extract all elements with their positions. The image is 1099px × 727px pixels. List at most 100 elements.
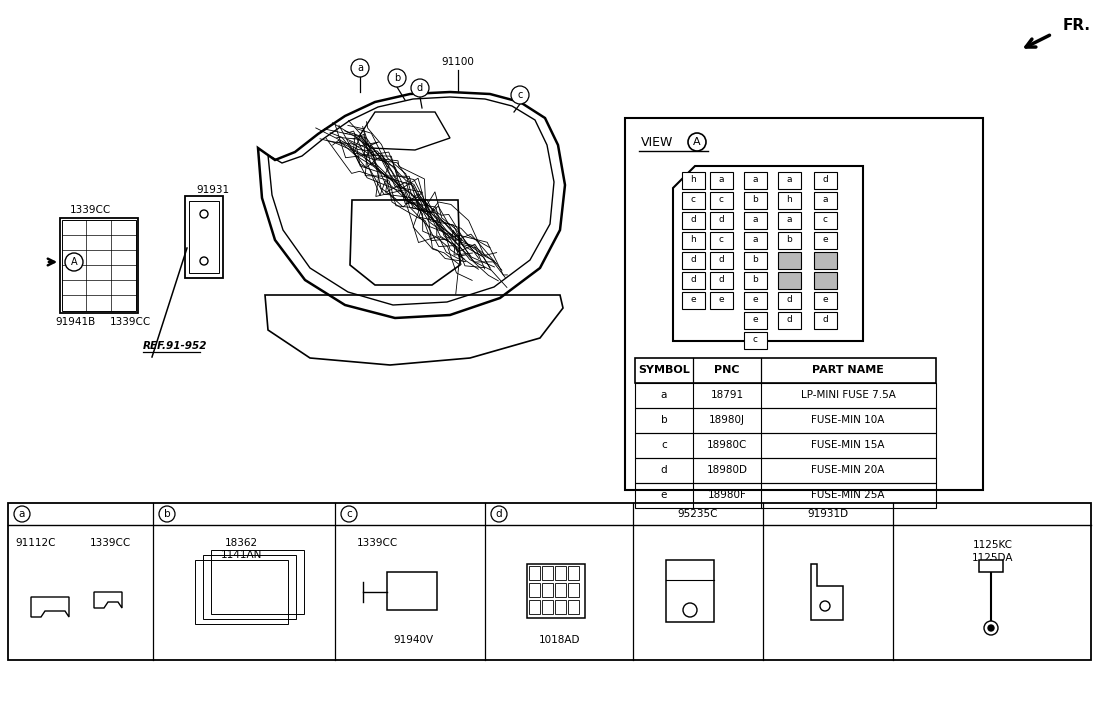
Text: FUSE-MIN 15A: FUSE-MIN 15A [811,440,885,450]
Text: a: a [752,236,757,244]
Bar [635,383,936,408]
Bar [710,292,733,309]
Bar [682,252,704,269]
Text: d: d [718,215,724,225]
Text: a: a [752,175,757,185]
Text: LP-MINI FUSE 7.5A: LP-MINI FUSE 7.5A [800,390,896,400]
Text: A: A [70,257,77,267]
Text: d: d [417,83,423,93]
Text: c: c [719,236,723,244]
Text: FR.: FR. [1063,18,1091,33]
Bar [744,292,767,309]
Text: e: e [752,295,758,305]
Bar [778,252,801,269]
Text: c: c [719,196,723,204]
Text: e: e [752,316,758,324]
Bar [555,600,566,614]
Text: 1141AN: 1141AN [220,550,262,560]
Bar [814,212,837,229]
Bar [710,172,733,189]
Text: d: d [690,276,696,284]
Bar [682,292,704,309]
Bar [682,212,704,229]
Text: h: h [690,236,696,244]
Bar [568,566,579,580]
Text: b: b [752,255,758,265]
Text: 18791: 18791 [710,390,744,400]
Bar [682,232,704,249]
Text: 18980D: 18980D [707,465,747,475]
Bar [387,572,437,610]
Bar [568,583,579,597]
Bar [778,312,801,329]
Text: a: a [752,215,757,225]
Circle shape [14,506,30,522]
Text: d: d [822,316,828,324]
Text: a: a [357,63,363,73]
Text: a: a [719,175,724,185]
Circle shape [820,601,830,611]
Circle shape [491,506,507,522]
Text: 95235C: 95235C [678,509,719,519]
Bar [710,212,733,229]
Text: 18362: 18362 [224,538,257,548]
Bar [814,312,837,329]
Text: d: d [718,276,724,284]
Text: b: b [752,196,758,204]
Bar [814,292,837,309]
Bar [542,600,553,614]
Text: h: h [786,196,792,204]
Text: d: d [690,255,696,265]
Bar [625,118,983,490]
Text: e: e [660,490,667,500]
Bar [189,201,219,273]
Text: a: a [822,196,828,204]
Text: d: d [660,465,667,475]
Text: SYMBOL: SYMBOL [639,365,690,375]
Text: PART NAME: PART NAME [812,365,884,375]
Text: 1125DA: 1125DA [973,553,1013,563]
Text: b: b [393,73,400,83]
Bar [635,458,936,483]
Text: PNC: PNC [714,365,740,375]
Text: e: e [822,295,828,305]
Circle shape [200,210,208,218]
Bar [778,292,801,309]
Text: 18980J: 18980J [709,415,745,425]
Bar [682,272,704,289]
Bar [744,232,767,249]
Text: a: a [786,175,791,185]
Text: d: d [690,215,696,225]
Bar [529,600,540,614]
Circle shape [65,253,84,271]
Text: 18980C: 18980C [707,440,747,450]
Bar [814,172,837,189]
Text: FUSE-MIN 25A: FUSE-MIN 25A [811,490,885,500]
Bar [710,252,733,269]
Bar [8,503,1091,660]
Circle shape [200,257,208,265]
Text: b: b [164,509,170,519]
Bar [710,232,733,249]
Bar [744,312,767,329]
Bar [529,566,540,580]
Text: h: h [690,175,696,185]
Text: c: c [346,509,352,519]
Bar [979,560,1003,572]
Text: 91931D: 91931D [808,509,848,519]
Bar [814,272,837,289]
Bar [682,192,704,209]
Bar [778,212,801,229]
Text: d: d [822,175,828,185]
Circle shape [688,133,706,151]
Text: c: c [690,196,696,204]
Bar [744,192,767,209]
Text: 91112C: 91112C [15,538,56,548]
Text: 18980F: 18980F [708,490,746,500]
Circle shape [411,79,429,97]
Bar [682,172,704,189]
Bar [778,172,801,189]
Bar [744,252,767,269]
Text: b: b [786,236,792,244]
Bar [568,600,579,614]
